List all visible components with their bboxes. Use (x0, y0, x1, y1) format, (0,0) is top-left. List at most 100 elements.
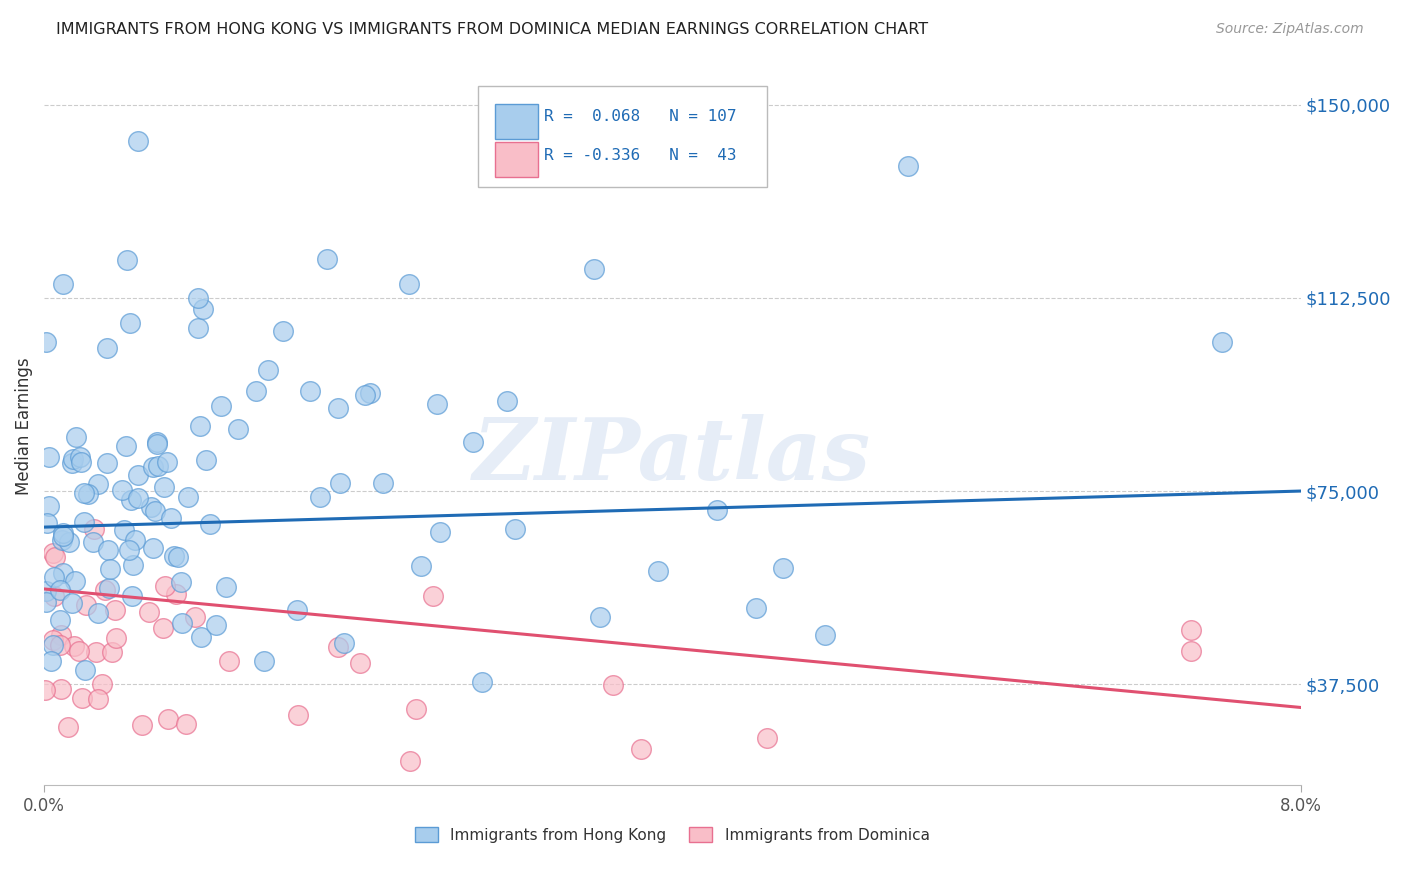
Point (195, 453, 218, 467)
Point (124, 533, 146, 548)
Point (152, 621, 174, 635)
Point (65, 430, 87, 444)
Point (56, 720, 79, 734)
Point (209, 399, 232, 413)
Point (39, 654, 62, 668)
Point (359, 385, 381, 400)
Point (91, 677, 114, 691)
Point (333, 636, 356, 650)
Point (187, 320, 209, 334)
Point (60, 596, 83, 610)
Point (48, 582, 70, 597)
Point (299, 384, 322, 399)
Point (38, 450, 60, 465)
Text: IMMIGRANTS FROM HONG KONG VS IMMIGRANTS FROM DOMINICA MEDIAN EARNINGS CORRELATIO: IMMIGRANTS FROM HONG KONG VS IMMIGRANTS … (56, 22, 928, 37)
Point (411, 558, 433, 573)
Y-axis label: Median Earnings: Median Earnings (15, 358, 32, 495)
Point (602, 678, 624, 692)
Point (101, 645, 124, 659)
Legend: Immigrants from Hong Kong, Immigrants from Dominica: Immigrants from Hong Kong, Immigrants fr… (409, 821, 935, 849)
Point (706, 503, 728, 517)
Point (97, 543, 120, 558)
Point (84, 645, 107, 659)
Point (326, 401, 349, 416)
Point (354, 387, 377, 401)
Point (745, 601, 768, 615)
Point (44, 550, 66, 565)
Point (772, 561, 794, 575)
Point (111, 483, 134, 497)
Point (398, 277, 420, 292)
Point (42, 638, 65, 652)
Point (96, 456, 118, 470)
Point (122, 558, 145, 573)
Point (104, 603, 127, 617)
Point (87, 477, 110, 491)
Point (65, 574, 87, 588)
Point (190, 630, 212, 644)
Point (142, 459, 165, 474)
Point (187, 291, 209, 305)
Point (143, 503, 166, 517)
Point (503, 522, 526, 536)
Point (48, 613, 70, 627)
Point (118, 543, 141, 558)
Point (52, 529, 75, 543)
Point (148, 458, 170, 473)
Point (309, 491, 332, 505)
Point (461, 435, 484, 450)
Text: R =  0.068   N = 107: R = 0.068 N = 107 (544, 109, 737, 124)
Point (163, 549, 186, 564)
FancyBboxPatch shape (495, 143, 538, 177)
Point (174, 717, 197, 731)
Point (153, 480, 176, 494)
Point (329, 475, 352, 490)
Point (214, 580, 236, 594)
Point (42, 632, 65, 647)
Point (35, 594, 58, 608)
Point (204, 617, 226, 632)
Point (121, 589, 143, 603)
Point (75, 598, 97, 612)
Point (62, 451, 84, 466)
Point (160, 510, 183, 524)
Text: Source: ZipAtlas.com: Source: ZipAtlas.com (1216, 22, 1364, 37)
Point (218, 654, 240, 668)
Point (76, 486, 98, 500)
Point (287, 708, 309, 723)
Point (67, 644, 90, 658)
Point (98, 581, 121, 595)
FancyBboxPatch shape (478, 87, 766, 186)
Point (273, 324, 295, 338)
Point (285, 603, 308, 617)
Point (226, 422, 249, 436)
Point (349, 656, 371, 670)
Point (170, 574, 193, 589)
Point (172, 615, 194, 630)
Point (582, 262, 605, 277)
Point (114, 440, 136, 454)
Point (1180, 623, 1202, 637)
Point (153, 579, 176, 593)
Point (166, 550, 188, 565)
Point (70, 455, 93, 469)
Point (328, 640, 350, 655)
Point (58, 535, 80, 549)
Point (49, 638, 72, 652)
Point (1180, 644, 1202, 658)
Point (94, 582, 117, 597)
Point (86, 691, 108, 706)
Point (496, 394, 519, 409)
Point (398, 754, 420, 768)
Point (72, 691, 94, 706)
Point (105, 631, 128, 645)
Point (426, 397, 449, 411)
Point (897, 160, 920, 174)
Point (422, 589, 444, 603)
Point (98, 561, 121, 575)
Point (49, 682, 72, 697)
Point (112, 523, 135, 537)
Point (471, 674, 494, 689)
Point (83, 522, 105, 536)
Point (62, 455, 84, 469)
